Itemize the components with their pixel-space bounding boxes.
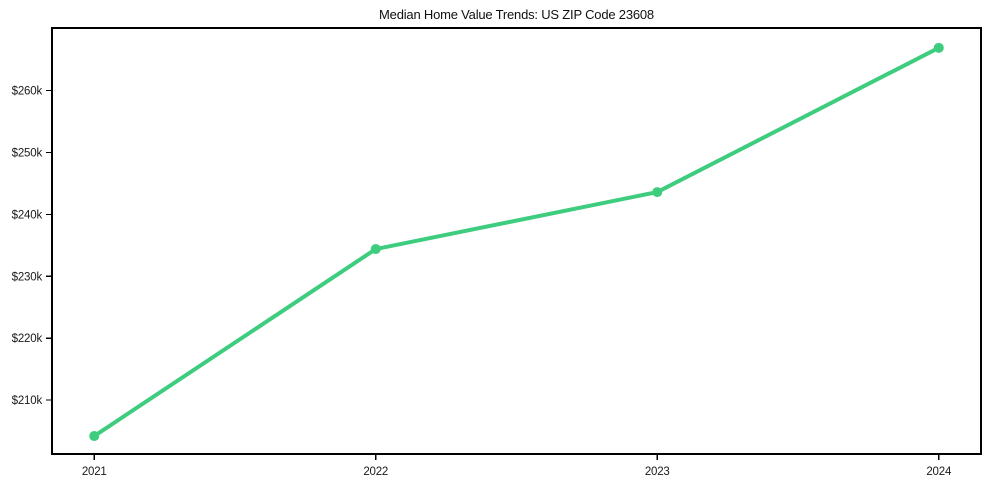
data-line: [92, 45, 941, 439]
data-point-marker: [933, 42, 944, 53]
x-tick-label: 2024: [926, 466, 952, 478]
y-tick-label: $250k: [12, 147, 43, 159]
x-tick-label: 2023: [645, 466, 670, 478]
data-point-marker: [89, 431, 100, 442]
chart-title: Median Home Value Trends: US ZIP Code 23…: [379, 7, 654, 22]
y-tick-label: $220k: [12, 333, 43, 345]
y-tick-label: $260k: [12, 86, 43, 98]
x-tick-label: 2021: [82, 466, 107, 478]
plot-border: [51, 27, 982, 455]
y-tick-label: $240k: [12, 209, 43, 221]
x-tick-label: 2022: [363, 466, 388, 478]
y-tick-label: $210k: [12, 395, 43, 407]
y-tick-label: $230k: [12, 271, 43, 283]
data-point-marker: [370, 244, 381, 255]
data-point-marker: [652, 187, 663, 198]
